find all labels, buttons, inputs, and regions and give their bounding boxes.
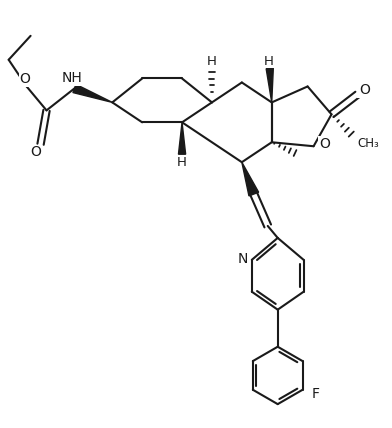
Polygon shape <box>178 122 186 154</box>
Text: F: F <box>311 387 319 401</box>
Text: H: H <box>177 156 187 169</box>
Text: N: N <box>238 252 248 266</box>
Text: O: O <box>19 72 30 86</box>
Text: O: O <box>359 83 370 97</box>
Text: O: O <box>319 137 330 151</box>
Polygon shape <box>242 162 259 196</box>
Text: H: H <box>207 55 217 68</box>
Polygon shape <box>266 68 273 102</box>
Polygon shape <box>73 84 112 102</box>
Text: H: H <box>263 55 274 68</box>
Text: O: O <box>30 145 41 159</box>
Text: CH₃: CH₃ <box>358 137 379 150</box>
Text: NH: NH <box>62 71 83 86</box>
